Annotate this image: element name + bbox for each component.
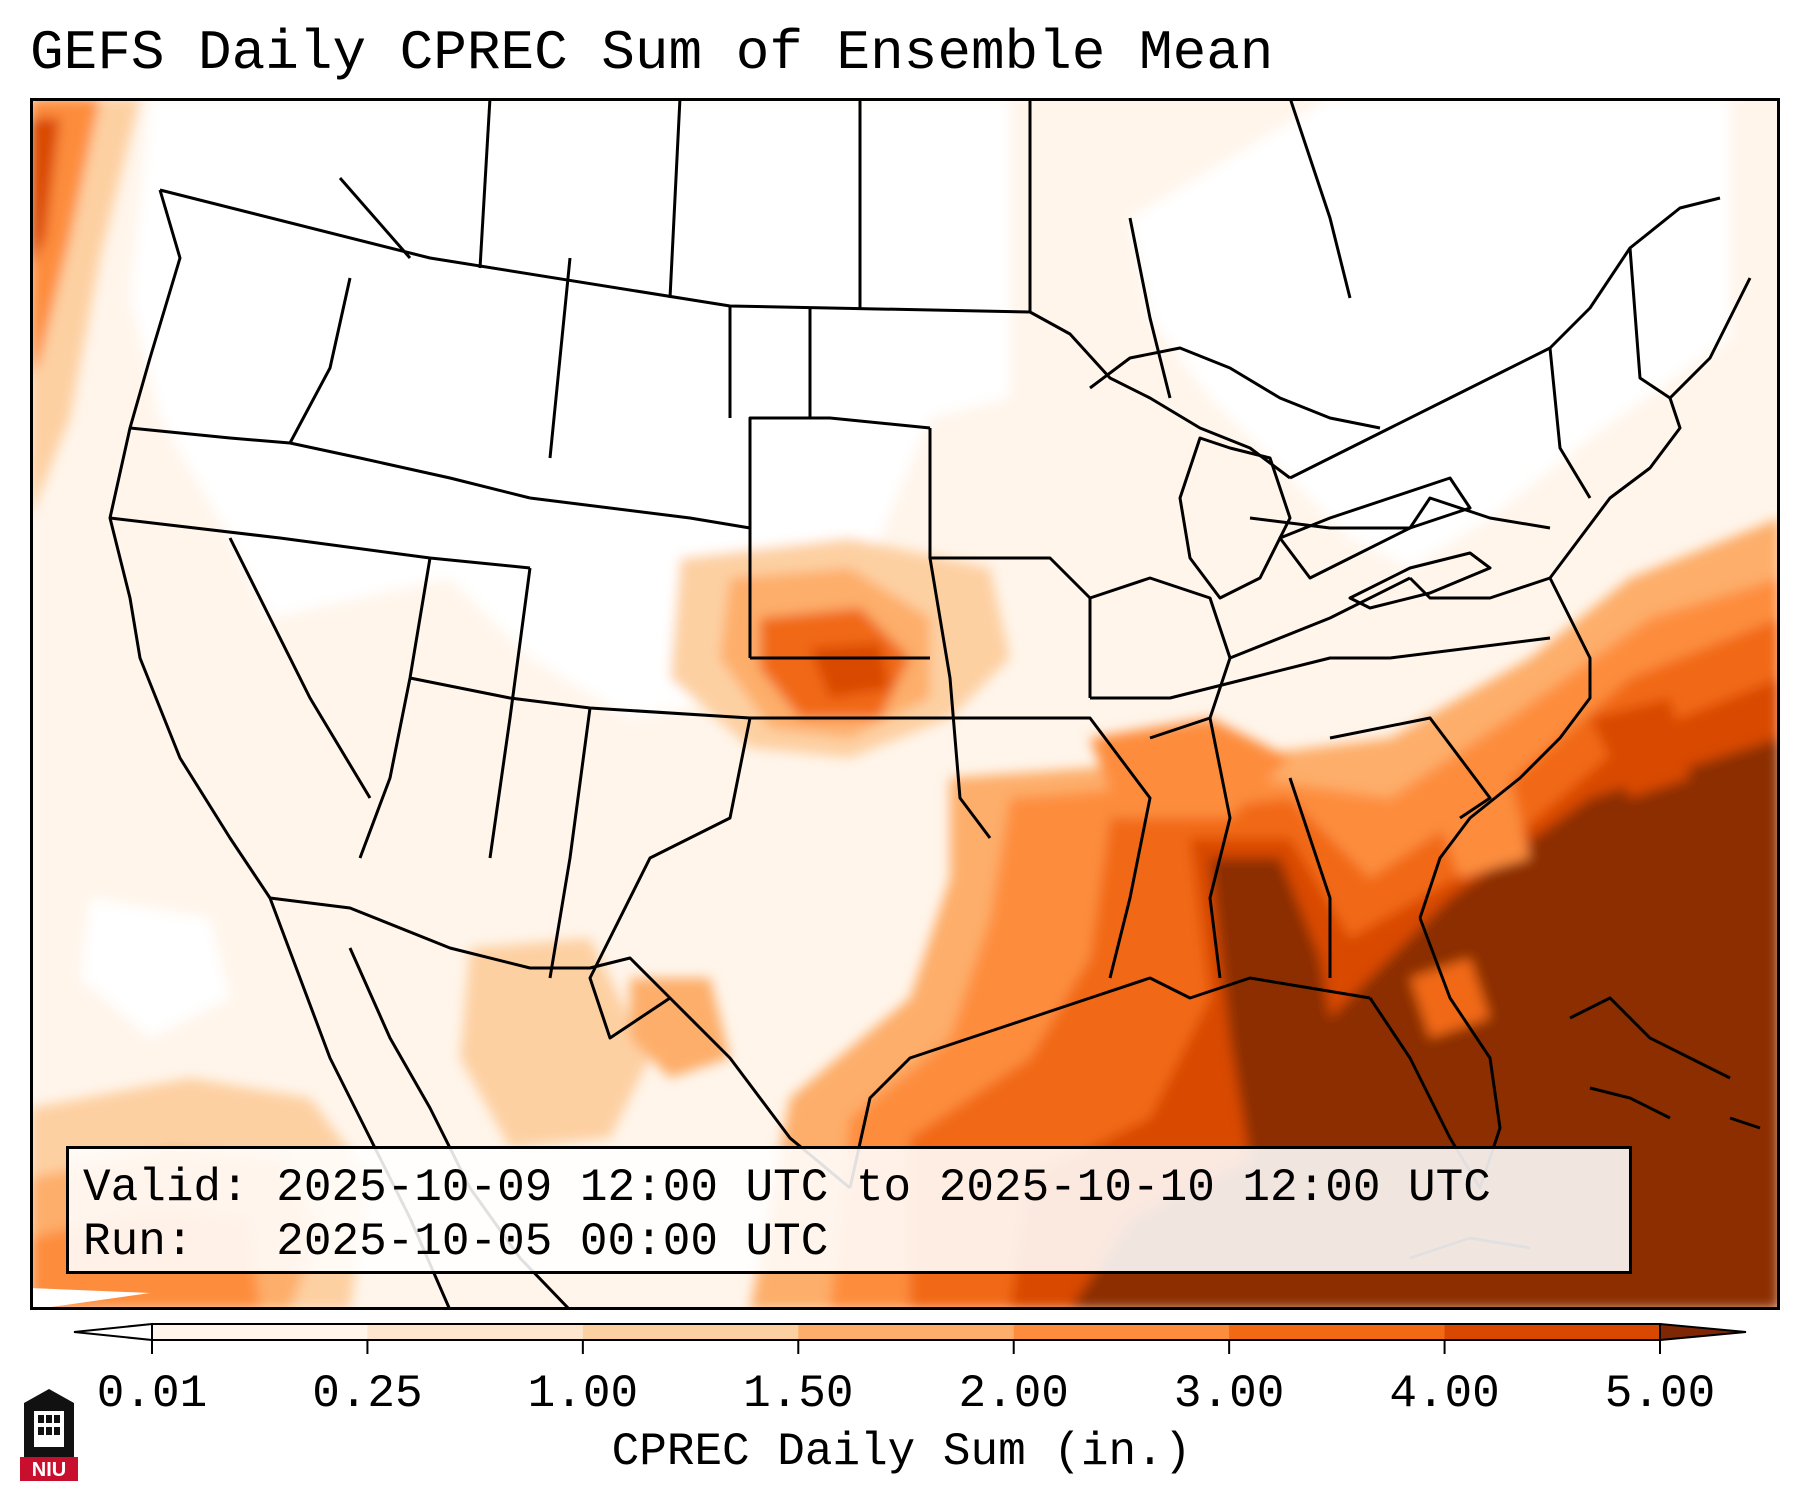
colorbar-tick-label: 0.25 (312, 1368, 423, 1420)
run-label: Run: (83, 1216, 194, 1268)
colorbar-segment (1013, 1324, 1230, 1340)
colorbar-tick-label: 3.00 (1173, 1368, 1285, 1420)
valid-row: Valid: 2025-10-09 12:00 UTC to 2025-10-1… (83, 1161, 1615, 1215)
valid-value: 2025-10-09 12:00 UTC to 2025-10-10 12:00… (276, 1162, 1491, 1214)
logo-text: NIU (32, 1459, 66, 1481)
colorbar (73, 1322, 1747, 1354)
colorbar-tick-label: 4.00 (1389, 1368, 1500, 1420)
colorbar-segment (367, 1324, 584, 1340)
colorbar-segment (798, 1324, 1015, 1340)
colorbar-label: CPREC Daily Sum (in.) (611, 1426, 1192, 1478)
colorbar-tick-label: 0.01 (96, 1368, 208, 1420)
colorbar-frame (151, 1323, 1661, 1341)
colorbar-segment (1444, 1324, 1661, 1340)
colorbar-tick-label: 5.00 (1604, 1368, 1716, 1420)
valid-label: Valid: (83, 1162, 249, 1214)
map-frame (30, 98, 1780, 1310)
colorbar-over-extension (1659, 1322, 1747, 1342)
precip-map (30, 98, 1780, 1310)
colorbar-segment (152, 1324, 368, 1340)
map-title: GEFS Daily CPREC Sum of Ensemble Mean (30, 21, 1274, 85)
niu-logo: NIU (20, 1389, 78, 1481)
colorbar-segment (582, 1324, 799, 1340)
university-tower-icon (20, 1389, 78, 1481)
run-row: Run: 2025-10-05 00:00 UTC (83, 1215, 1615, 1269)
colorbar-under-extension (73, 1322, 153, 1342)
colorbar-tick-label: 1.00 (527, 1368, 639, 1420)
colorbar-tick-label: 2.00 (958, 1368, 1069, 1420)
colorbar-segment (1229, 1324, 1446, 1340)
colorbar-tick-label: 1.50 (743, 1368, 854, 1420)
run-value: 2025-10-05 00:00 UTC (276, 1216, 829, 1268)
info-box: Valid: 2025-10-09 12:00 UTC to 2025-10-1… (66, 1146, 1632, 1274)
